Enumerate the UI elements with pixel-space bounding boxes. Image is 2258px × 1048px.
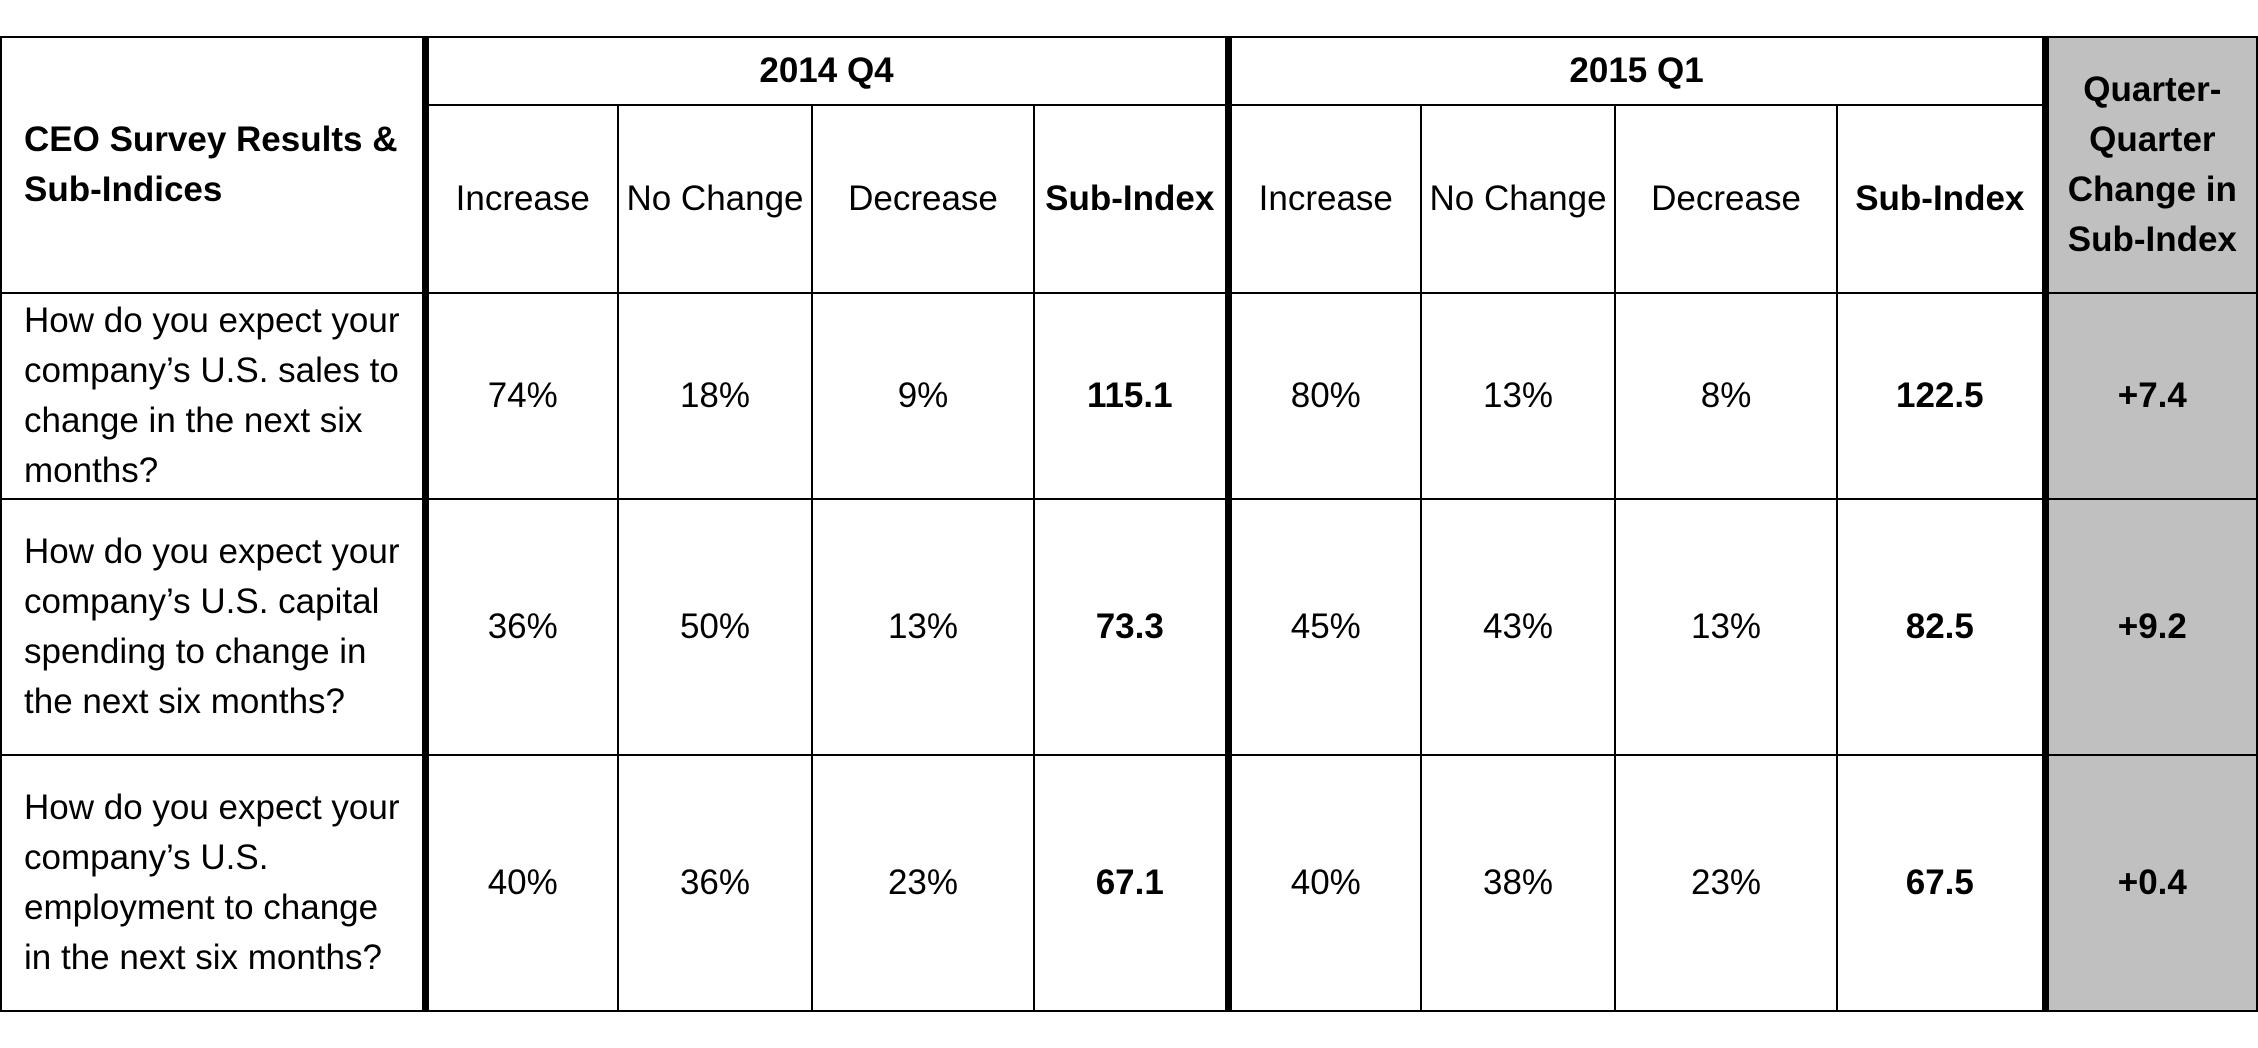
q4-increase-cell: 40% — [424, 754, 619, 1012]
q4-decrease-cell: 23% — [811, 754, 1035, 1012]
q4-increase-cell: 36% — [424, 498, 619, 756]
q1-no-change-cell: 43% — [1420, 498, 1617, 756]
q1-increase-cell: 45% — [1227, 498, 1423, 756]
q1-increase-cell: 40% — [1227, 754, 1423, 1012]
q4-increase-cell: 74% — [424, 292, 619, 500]
q4-decrease-cell: 9% — [811, 292, 1035, 500]
table-row: How do you expect your company’s U.S. sa… — [0, 292, 2258, 500]
change-header: Quarter-Quarter Change in Sub-Index — [2044, 36, 2258, 294]
q4-increase-header: Increase — [424, 104, 619, 294]
q1-no-change-cell: 38% — [1420, 754, 1617, 1012]
corner-label: CEO Survey Results & Sub-Indices — [0, 36, 429, 294]
q1-increase-cell: 80% — [1227, 292, 1423, 500]
q1-decrease-header: Decrease — [1614, 104, 1839, 294]
table-row: How do you expect your company’s U.S. ca… — [0, 498, 2258, 756]
q1-decrease-cell: 13% — [1614, 498, 1839, 756]
change-cell: +0.4 — [2044, 754, 2258, 1012]
ceo-survey-table: CEO Survey Results & Sub-Indices 2014 Q4… — [0, 36, 2258, 1012]
change-cell: +9.2 — [2044, 498, 2258, 756]
header-row-columns: Increase No Change Decrease Sub-Index In… — [1, 104, 2257, 294]
q4-decrease-header: Decrease — [811, 104, 1035, 294]
row-question: How do you expect your company’s U.S. em… — [0, 754, 429, 1012]
q4-no-change-cell: 36% — [617, 754, 813, 1012]
q4-no-change-header: No Change — [617, 104, 813, 294]
row-question: How do you expect your company’s U.S. ca… — [0, 498, 429, 756]
q1-no-change-header: No Change — [1420, 104, 1617, 294]
q1-sub-index-cell: 82.5 — [1836, 498, 2049, 756]
q4-no-change-cell: 50% — [617, 498, 813, 756]
period-header-2014-q4: 2014 Q4 — [423, 36, 1232, 106]
row-question: How do you expect your company’s U.S. sa… — [0, 292, 429, 500]
change-cell: +7.4 — [2044, 292, 2258, 500]
q4-sub-index-cell: 73.3 — [1032, 498, 1232, 756]
header-row-periods: CEO Survey Results & Sub-Indices 2014 Q4… — [0, 36, 2258, 294]
q1-no-change-cell: 13% — [1420, 292, 1617, 500]
q1-sub-index-cell: 67.5 — [1836, 754, 2049, 1012]
period-header-2015-q1: 2015 Q1 — [1227, 36, 2049, 106]
table-row: How do you expect your company’s U.S. em… — [0, 754, 2258, 1012]
q1-increase-header: Increase — [1227, 104, 1423, 294]
q4-sub-index-header: Sub-Index — [1032, 104, 1232, 294]
q4-no-change-cell: 18% — [617, 292, 813, 500]
q4-sub-index-cell: 115.1 — [1032, 292, 1232, 500]
q4-decrease-cell: 13% — [811, 498, 1035, 756]
q1-decrease-cell: 8% — [1614, 292, 1839, 500]
q1-decrease-cell: 23% — [1614, 754, 1839, 1012]
q4-sub-index-cell: 67.1 — [1032, 754, 1232, 1012]
q1-sub-index-header: Sub-Index — [1836, 104, 2049, 294]
q1-sub-index-cell: 122.5 — [1836, 292, 2049, 500]
